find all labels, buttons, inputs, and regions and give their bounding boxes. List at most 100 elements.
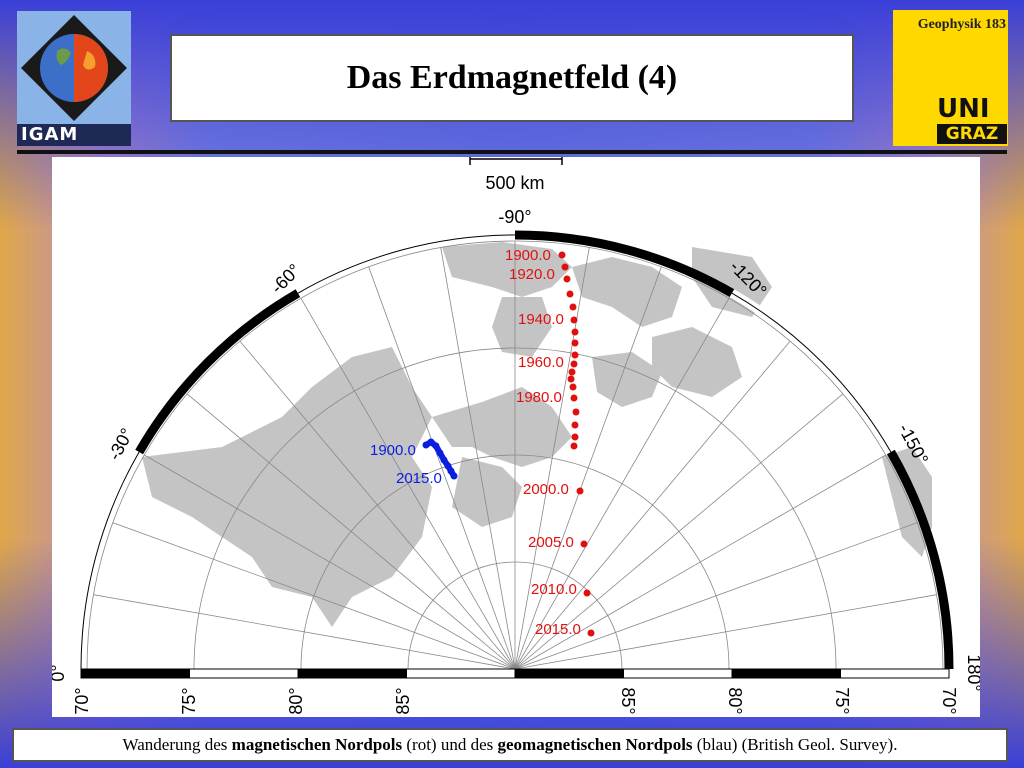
page-title: Das Erdmagnetfeld (4) — [346, 59, 678, 96]
red-label-1980: 1980.0 — [516, 389, 562, 406]
land-shape-9 — [492, 297, 552, 357]
geomagnetic-pole-point-3 — [436, 449, 444, 457]
red-label-2015: 2015.0 — [535, 621, 581, 638]
meridian-10 — [93, 594, 516, 670]
border-outline-1 — [138, 292, 299, 453]
lat-label-70-left: 70° — [72, 687, 92, 714]
land-shape-8 — [882, 447, 932, 557]
red-label-1900: 1900.0 — [505, 247, 551, 264]
caption-suffix: (blau) (British Geol. Survey). — [692, 735, 898, 754]
bottom-bar-seg-5 — [623, 668, 733, 679]
north-pole-point-18 — [576, 487, 584, 495]
north-pole-point-13 — [570, 394, 578, 402]
land-shape-4 — [572, 257, 682, 327]
title-box: Das Erdmagnetfeld (4) — [170, 34, 854, 122]
caption-bold-geomagnetic: geomagnetischen Nordpols — [497, 735, 693, 754]
lon-label-180: 180° — [964, 654, 980, 691]
land-shape-3 — [442, 242, 572, 297]
caption-bold-magnetic: magnetischen Nordpols — [231, 735, 403, 754]
caption-mid: (rot) und des — [402, 735, 498, 754]
border-outline-4 — [731, 292, 892, 453]
land-masses — [142, 242, 932, 627]
north-pole-point-16 — [571, 433, 579, 441]
north-pole-point-0 — [558, 251, 566, 259]
meridian-170 — [514, 594, 937, 670]
north-pole-point-6 — [571, 328, 579, 336]
north-pole-point-7 — [571, 339, 579, 347]
lat-label-75-right: 75° — [832, 687, 852, 714]
latitude-labels: 70° 75° 80° 85° 85° 80° 75° 70° — [72, 687, 959, 714]
blue-label-2015: 2015.0 — [396, 470, 442, 487]
meridian-60 — [300, 298, 516, 670]
border-outline-0 — [80, 451, 140, 670]
lat-label-85-right: 85° — [618, 687, 638, 714]
red-label-2005: 2005.0 — [528, 534, 574, 551]
north-pole-point-21 — [587, 629, 595, 637]
caption-prefix: Wanderung des — [122, 735, 232, 754]
north-pole-point-14 — [572, 408, 580, 416]
lat-label-80-left: 80° — [286, 687, 306, 714]
bottom-bar-seg-3 — [406, 668, 516, 679]
lat-label-70-right: 70° — [939, 687, 959, 714]
scale-label: 500 km — [485, 173, 544, 193]
meridian-150 — [514, 454, 886, 670]
map-border — [76, 230, 954, 679]
geomagnetic-pole-point-7 — [450, 472, 458, 480]
north-pole-track — [558, 251, 595, 637]
north-pole-point-8 — [571, 351, 579, 359]
border-outline-5 — [890, 451, 950, 670]
geomagnetic-pole-point-2 — [432, 442, 440, 450]
north-pole-point-10 — [568, 368, 576, 376]
meridian-140 — [514, 393, 844, 670]
meridian-160 — [514, 522, 918, 670]
north-pole-point-17 — [570, 442, 578, 450]
earth-sun-icon — [21, 15, 127, 121]
border-outline-3 — [514, 234, 733, 294]
igam-logo-text: IGAM — [17, 124, 131, 146]
red-label-2000: 2000.0 — [523, 481, 569, 498]
polar-map-svg: 500 km -90° -60° -120° -30° -150° 0° 180… — [48, 157, 984, 715]
bottom-bar-seg-2 — [297, 668, 407, 679]
land-shape-1 — [432, 387, 572, 467]
north-pole-point-3 — [566, 290, 574, 298]
border-outline-2 — [297, 234, 516, 294]
meridian-130 — [514, 340, 791, 670]
red-label-1960: 1960.0 — [518, 354, 564, 371]
bottom-bar-seg-1 — [189, 668, 299, 679]
meridian-40 — [186, 393, 516, 670]
north-pole-point-20 — [583, 589, 591, 597]
lat-label-75-left: 75° — [179, 687, 199, 714]
caption: Wanderung des magnetischen Nordpols (rot… — [12, 728, 1008, 762]
meridian-100 — [514, 247, 590, 670]
meridian-20 — [112, 522, 516, 670]
meridian-110 — [514, 266, 662, 670]
north-pole-point-11 — [567, 375, 575, 383]
geomagnetic-pole-year-labels: 1900.0 2015.0 — [370, 442, 442, 487]
graz-logo-text: GRAZ — [937, 124, 1007, 144]
red-label-1920: 1920.0 — [509, 266, 555, 283]
land-shape-6 — [592, 352, 662, 407]
slide-number: Geophysik 183 — [917, 17, 1006, 32]
north-pole-point-12 — [569, 383, 577, 391]
meridian-120 — [514, 298, 730, 670]
bottom-bar-seg-4 — [514, 668, 624, 679]
land-shape-7 — [692, 247, 772, 317]
meridian-30 — [144, 454, 516, 670]
lon-label-0: 0° — [52, 664, 68, 681]
geomagnetic-pole-point-1 — [427, 438, 435, 446]
north-pole-year-labels: 1900.0 1920.0 1940.0 1960.0 1980.0 2000.… — [505, 247, 581, 638]
land-shape-5 — [652, 327, 742, 397]
land-shape-0 — [142, 347, 432, 627]
north-pole-point-15 — [571, 421, 579, 429]
uni-logo-text: UNI — [937, 94, 990, 124]
geomagnetic-pole-track — [422, 438, 458, 480]
north-pole-point-2 — [563, 275, 571, 283]
red-label-2010: 2010.0 — [531, 581, 577, 598]
north-pole-point-5 — [570, 316, 578, 324]
blue-label-1900: 1900.0 — [370, 442, 416, 459]
north-pole-point-19 — [580, 540, 588, 548]
bottom-bar-seg-0 — [80, 668, 190, 679]
scale-bar: 500 km — [469, 157, 563, 193]
lat-label-80-right: 80° — [725, 687, 745, 714]
lon-label-minus90: -90° — [498, 207, 531, 227]
